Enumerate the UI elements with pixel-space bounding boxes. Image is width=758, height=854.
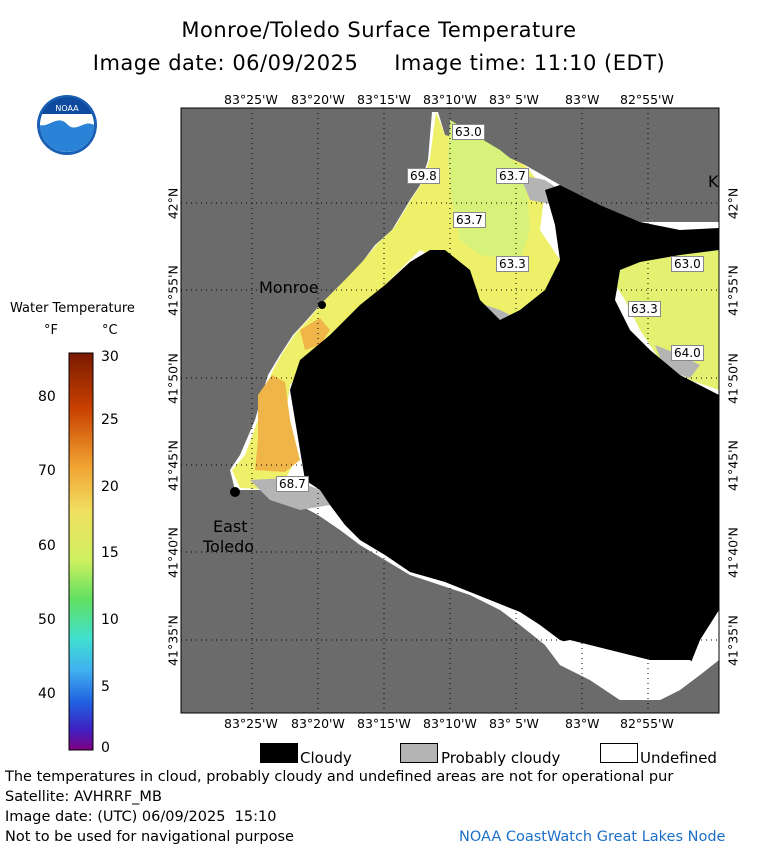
colorbar-title: Water Temperature: [10, 301, 135, 316]
c-tick-10: 10: [101, 612, 119, 628]
temp-label-8: 64.0: [671, 345, 704, 361]
lon-tick-top-0: 83°25'W: [224, 92, 278, 107]
temp-label-5: 63.3: [496, 256, 529, 272]
temp-label-9: 68.7: [276, 476, 309, 492]
temp-label-1: 63.0: [452, 124, 485, 140]
legend-probably-cloudy: Probably cloudy: [441, 749, 561, 767]
city-toledo: Toledo: [203, 537, 255, 556]
lon-tick-bottom-4: 83° 5'W: [489, 716, 539, 731]
lat-tick-left-4: 41°40'N: [165, 527, 181, 578]
toledo-marker: [230, 487, 240, 497]
f-tick-50: 50: [38, 612, 56, 628]
footer-nav-warning: Not to be used for navigational purpose: [5, 829, 294, 845]
lat-tick-right-1: 41°55'N: [725, 265, 741, 316]
c-tick-20: 20: [101, 479, 119, 495]
lat-tick-right-2: 41°50'N: [725, 353, 741, 404]
lon-tick-bottom-3: 83°10'W: [423, 716, 477, 731]
lat-tick-left-5: 41°35'N: [165, 615, 181, 666]
colorbar-unit-f: °F: [44, 323, 58, 338]
lat-tick-left-3: 41°45'N: [165, 440, 181, 491]
temp-label-3: 63.7: [496, 168, 529, 184]
c-tick-15: 15: [101, 545, 119, 561]
lon-tick-top-3: 83°10'W: [423, 92, 477, 107]
lon-tick-bottom-1: 83°20'W: [291, 716, 345, 731]
image-date-line: Image date: 06/09/2025 Image time: 11:10…: [92, 51, 666, 75]
lat-tick-right-3: 41°45'N: [725, 440, 741, 491]
footer-utc-date: Image date: (UTC) 06/09/2025 15:10: [5, 809, 277, 825]
lon-tick-bottom-5: 83°W: [565, 716, 600, 731]
legend-undefined: Undefined: [640, 749, 717, 767]
lon-tick-top-2: 83°15'W: [357, 92, 411, 107]
c-tick-0: 0: [101, 740, 110, 756]
temp-label-4: 63.7: [453, 212, 486, 228]
colorbar-unit-c: °C: [102, 323, 118, 338]
c-tick-30: 30: [101, 349, 119, 365]
c-tick-25: 25: [101, 412, 119, 428]
lat-tick-left-0: 42°N: [165, 187, 181, 220]
warm-shore-region-2: [300, 318, 330, 350]
lon-tick-bottom-0: 83°25'W: [224, 716, 278, 731]
noaa-logo: NOAA: [37, 95, 97, 155]
lon-tick-top-1: 83°20'W: [291, 92, 345, 107]
lon-tick-bottom-6: 82°55'W: [620, 716, 674, 731]
lat-tick-right-4: 41°40'N: [725, 527, 741, 578]
f-tick-80: 80: [38, 389, 56, 405]
city-monroe: Monroe: [259, 278, 319, 297]
legend-swatch-probably-cloudy: [400, 743, 438, 763]
legend-swatch-cloudy: [260, 743, 298, 763]
colorbar: [68, 352, 94, 751]
lon-tick-top-6: 82°55'W: [620, 92, 674, 107]
city-east: East: [213, 517, 248, 536]
city-k-fragment: K: [708, 172, 719, 191]
temp-label-7: 63.3: [628, 301, 661, 317]
lat-tick-left-2: 41°50'N: [165, 353, 181, 404]
footer-satellite: Satellite: AVHRRF_MB: [5, 789, 162, 805]
lat-tick-left-1: 41°55'N: [165, 265, 181, 316]
undefined-bottom: [545, 640, 700, 700]
temp-label-2: 69.8: [407, 168, 440, 184]
f-tick-70: 70: [38, 463, 56, 479]
lon-tick-top-4: 83° 5'W: [489, 92, 539, 107]
noaa-logo-text: NOAA: [55, 104, 79, 113]
lon-tick-bottom-2: 83°15'W: [357, 716, 411, 731]
graticule: [181, 108, 719, 713]
lat-tick-right-0: 42°N: [725, 187, 741, 220]
legend-swatch-undefined: [600, 743, 638, 763]
cloud-region: [290, 185, 719, 665]
c-tick-5: 5: [101, 679, 110, 695]
lon-tick-top-5: 83°W: [565, 92, 600, 107]
warm-shore-region: [255, 375, 300, 472]
f-tick-40: 40: [38, 686, 56, 702]
legend-cloudy: Cloudy: [300, 749, 352, 767]
probably-cloudy-3: [250, 478, 330, 510]
footer-disclaimer: The temperatures in cloud, probably clou…: [5, 769, 674, 785]
temp-label-6: 63.0: [671, 256, 704, 272]
f-tick-60: 60: [38, 538, 56, 554]
lat-tick-right-5: 41°35'N: [725, 615, 741, 666]
footer-credit: NOAA CoastWatch Great Lakes Node: [459, 829, 726, 845]
page-title: Monroe/Toledo Surface Temperature: [181, 18, 577, 42]
monroe-marker: [318, 301, 326, 309]
